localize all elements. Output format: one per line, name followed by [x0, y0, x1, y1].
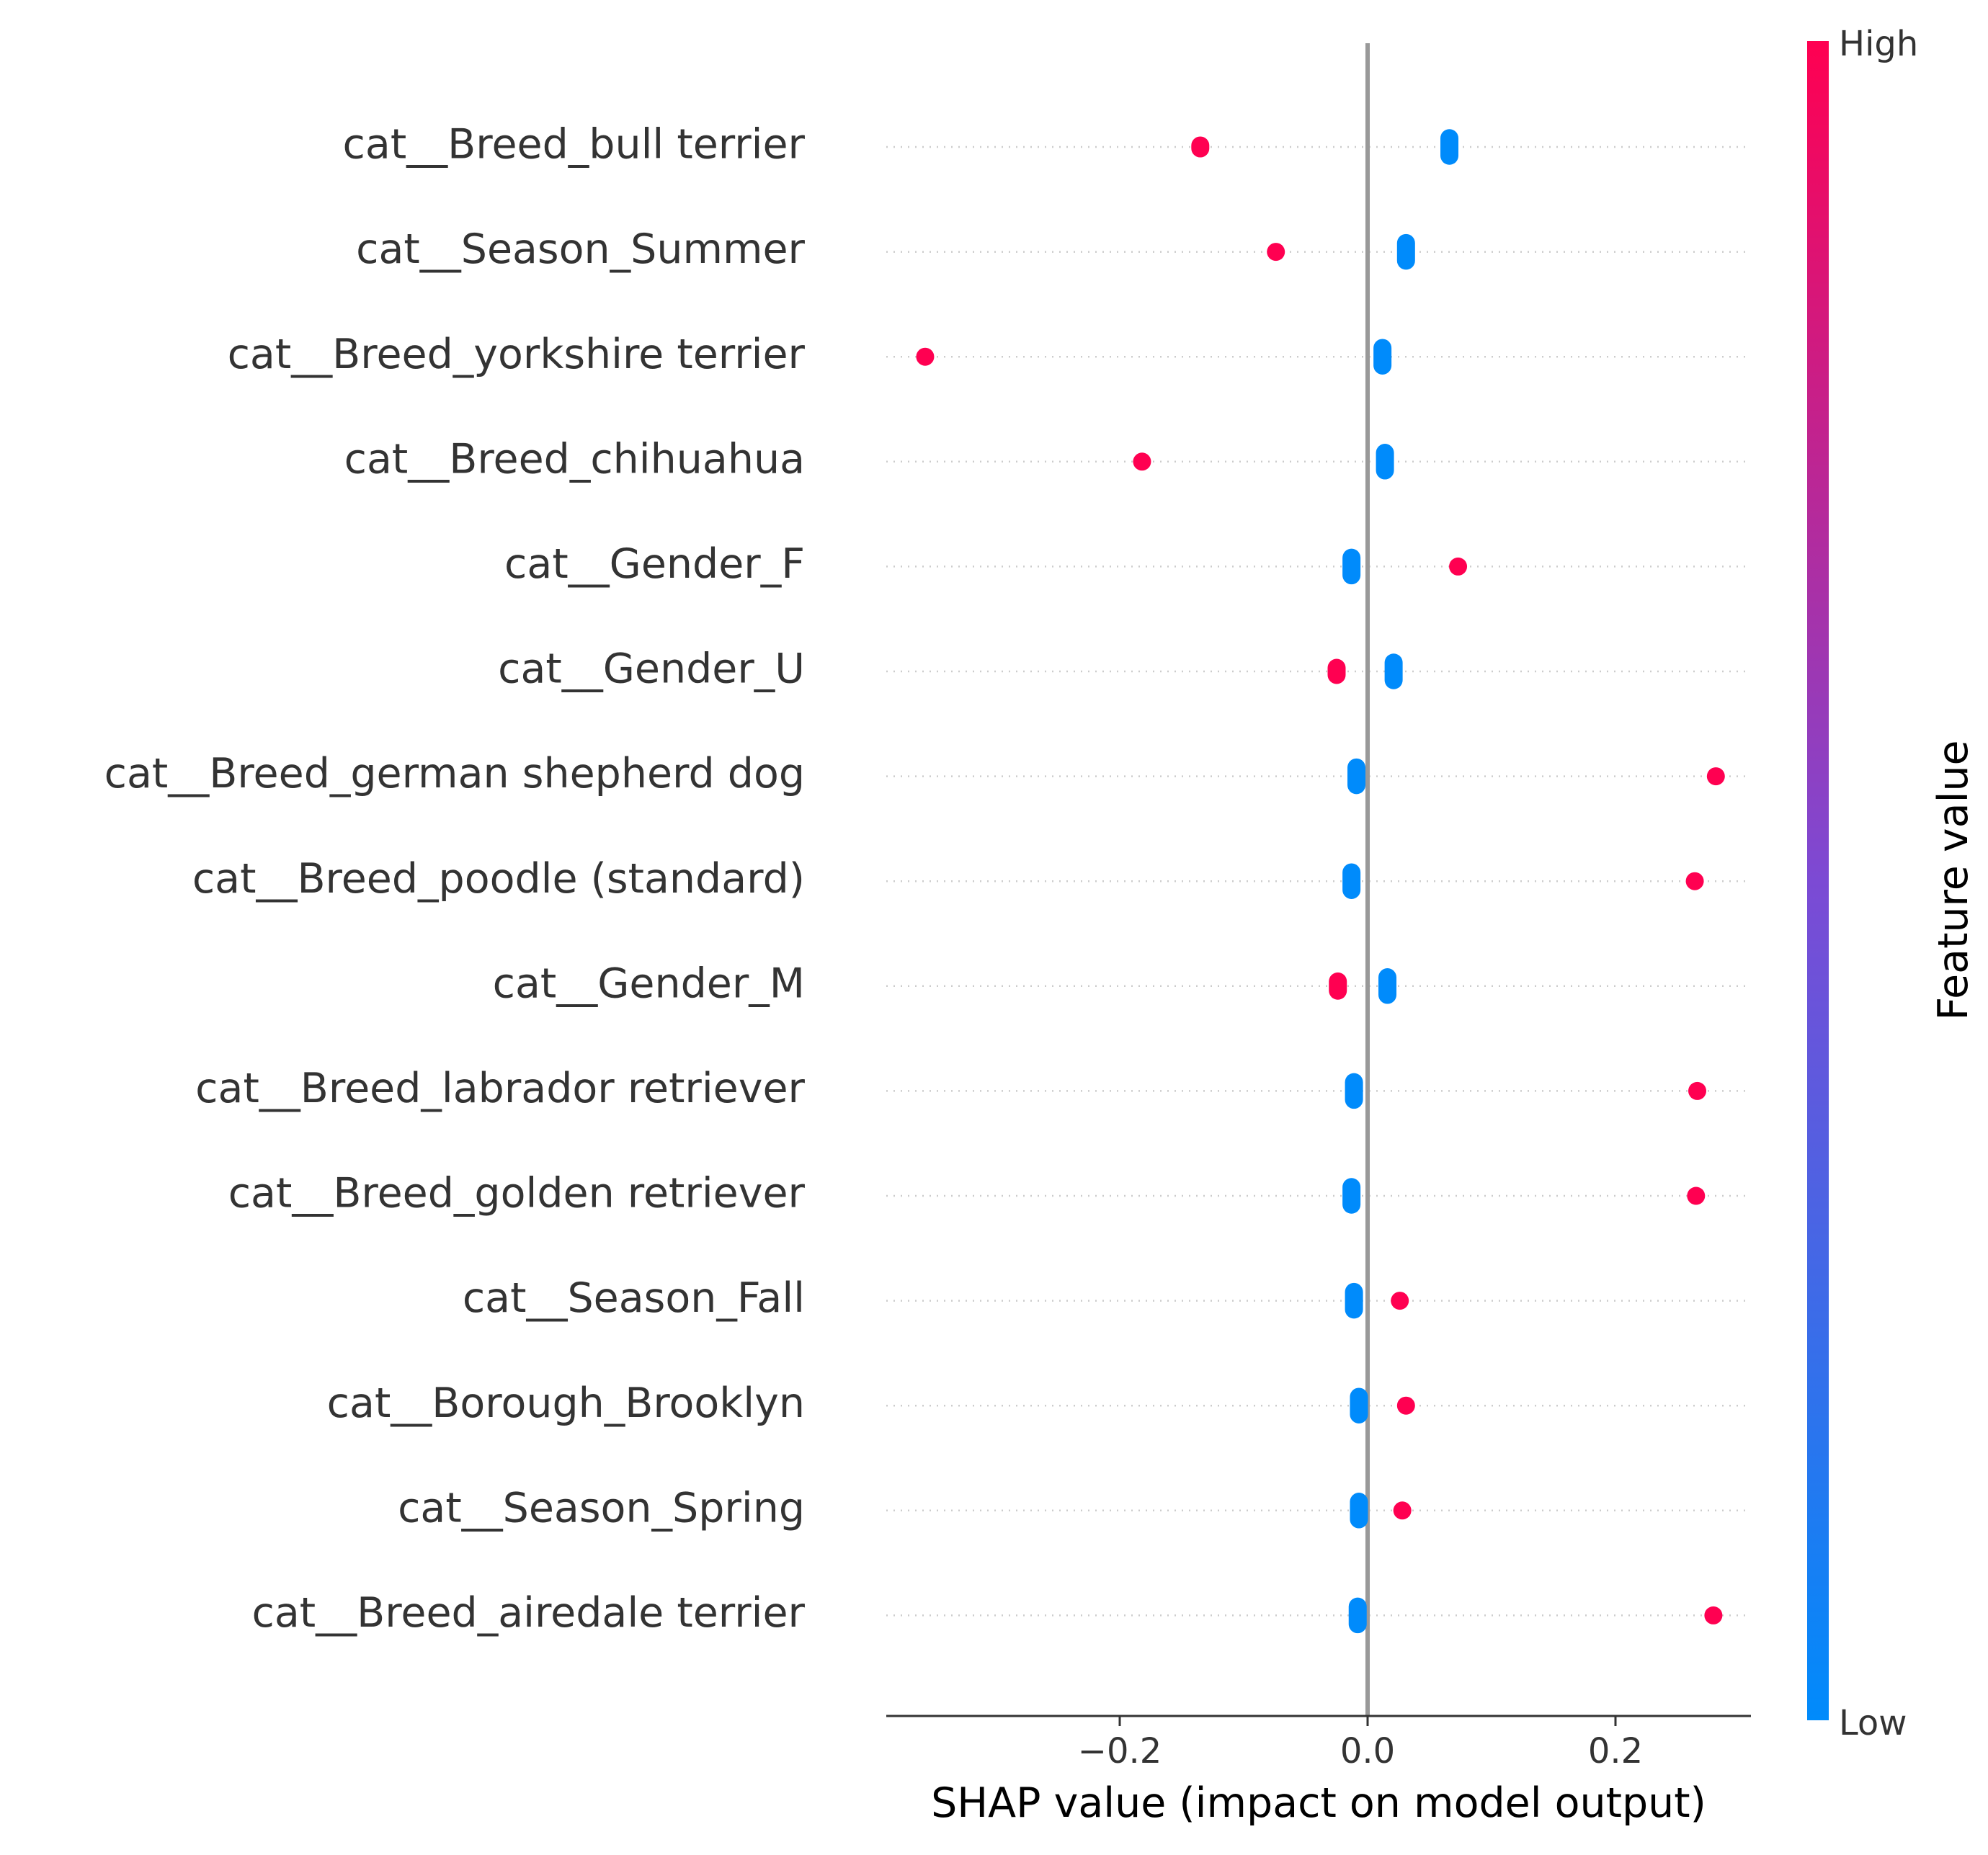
shap-point-high-feature-value: [1449, 557, 1468, 576]
x-axis-ticks: −0.2 0.0 0.2: [1078, 1716, 1643, 1771]
feature-label: cat__Breed_chihuahua: [344, 435, 805, 483]
feature-label: cat__Breed_labrador retriever: [195, 1065, 805, 1112]
feature-label: cat__Season_Summer: [356, 225, 805, 273]
shap-point-low-feature-value: [1378, 968, 1397, 1004]
feature-label: cat__Season_Fall: [463, 1274, 805, 1322]
shap-point-high-feature-value: [1267, 243, 1285, 262]
colorbar: [1807, 41, 1829, 1720]
feature-label: cat__Breed_yorkshire terrier: [228, 331, 806, 378]
colorbar-low-label: Low: [1839, 1703, 1907, 1743]
shap-point-high-feature-value: [1704, 1606, 1723, 1624]
shap-point-low-feature-value: [1384, 653, 1403, 689]
shap-point-low-feature-value: [1373, 339, 1392, 375]
feature-labels: cat__Breed_bull terrier cat__Season_Summe…: [104, 121, 806, 1637]
shap-point-high-feature-value: [1133, 452, 1151, 471]
colorbar-high-label: High: [1839, 24, 1918, 64]
feature-label: cat__Breed_bull terrier: [343, 121, 806, 169]
shap-point-low-feature-value: [1376, 444, 1394, 480]
row-guidelines: [886, 146, 1751, 1617]
shap-point-high-feature-value: [1393, 1501, 1412, 1520]
shap-point-high-feature-value: [1687, 1186, 1706, 1205]
shap-point-low-feature-value: [1342, 548, 1361, 585]
shap-point-low-feature-value: [1342, 1178, 1361, 1214]
shap-points: [916, 129, 1725, 1634]
shap-point-high-feature-value: [1685, 872, 1704, 890]
shap-point-low-feature-value: [1350, 1387, 1368, 1423]
shap-point-low-feature-value: [1345, 1282, 1363, 1319]
shap-point-high-feature-value: [1396, 1396, 1415, 1415]
shap-point-high-feature-value: [1191, 136, 1210, 158]
feature-label: cat__Season_Spring: [398, 1484, 805, 1532]
shap-point-low-feature-value: [1347, 758, 1366, 795]
shap-point-high-feature-value: [1688, 1081, 1707, 1100]
feature-label: cat__Breed_airedale terrier: [252, 1589, 806, 1637]
feature-label: cat__Breed_german shepherd dog: [104, 750, 805, 797]
feature-label: cat__Gender_F: [504, 540, 805, 588]
feature-label: cat__Borough_Brooklyn: [327, 1380, 805, 1427]
feature-label: cat__Gender_U: [498, 645, 805, 693]
x-tick-label: 0.0: [1340, 1731, 1395, 1771]
shap-point-high-feature-value: [1329, 972, 1347, 1000]
x-tick-label: −0.2: [1078, 1731, 1162, 1771]
shap-point-low-feature-value: [1396, 233, 1415, 270]
x-axis-title: SHAP value (impact on model output): [931, 1779, 1706, 1827]
colorbar-title: Feature value: [1930, 740, 1977, 1020]
shap-point-high-feature-value: [916, 347, 935, 366]
feature-label: cat__Gender_M: [493, 960, 805, 1007]
shap-point-low-feature-value: [1350, 1493, 1368, 1529]
shap-point-high-feature-value: [1391, 1292, 1409, 1310]
feature-label: cat__Breed_golden retriever: [228, 1170, 806, 1217]
feature-label: cat__Breed_poodle (standard): [192, 855, 805, 903]
shap-point-low-feature-value: [1440, 129, 1459, 165]
shap-point-low-feature-value: [1345, 1073, 1363, 1109]
shap-point-high-feature-value: [1327, 658, 1346, 684]
shap-point-high-feature-value: [1706, 767, 1725, 786]
x-tick-label: 0.2: [1588, 1731, 1643, 1771]
shap-point-low-feature-value: [1348, 1597, 1367, 1634]
shap-point-low-feature-value: [1342, 863, 1361, 899]
